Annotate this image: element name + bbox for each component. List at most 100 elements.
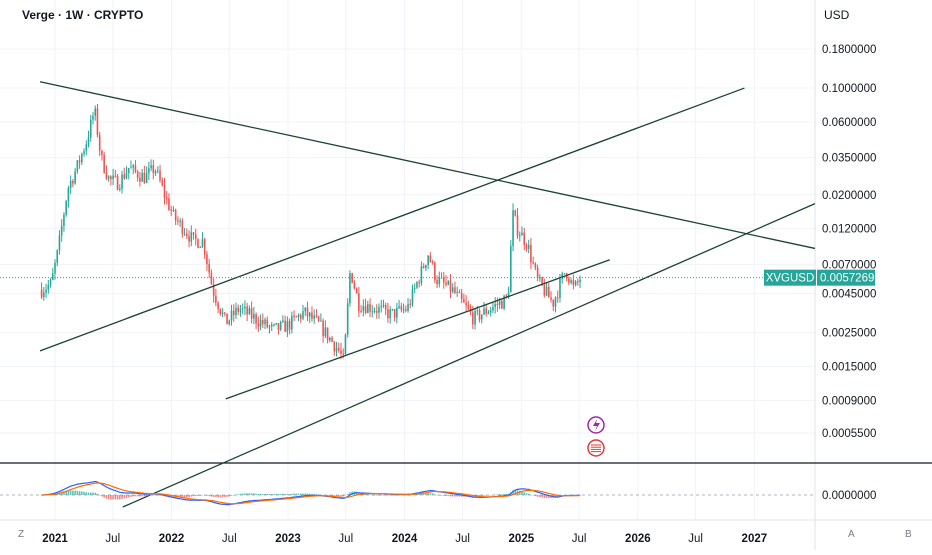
macd-histogram-bar — [67, 490, 70, 495]
macd-histogram-bar — [277, 494, 280, 495]
candle-body — [190, 232, 193, 242]
macd-histogram-bar — [447, 495, 450, 497]
candle-body — [574, 281, 577, 285]
macd-histogram-bar — [344, 495, 347, 496]
macd-histogram-bar — [72, 490, 74, 495]
macd-histogram-bar — [139, 495, 141, 497]
candle-body — [507, 292, 510, 297]
candle-body — [110, 176, 112, 180]
macd-histogram-bar — [304, 493, 307, 495]
candle-body — [331, 337, 333, 342]
candle-body — [181, 220, 184, 234]
macd-histogram-bar — [78, 491, 81, 495]
candle-body — [501, 300, 503, 309]
candle-body — [134, 165, 137, 172]
candle-body — [148, 168, 150, 174]
candle-body — [65, 201, 67, 215]
candle-body — [67, 188, 70, 202]
macd-histogram-bar — [391, 495, 394, 496]
macd-histogram-bar — [478, 495, 481, 497]
macd-histogram-bar — [514, 489, 517, 495]
candle-body — [226, 313, 228, 325]
macd-histogram-bar — [83, 491, 85, 495]
candle-body — [172, 209, 175, 211]
macd-histogram-bar — [349, 492, 351, 495]
candle-body — [208, 264, 210, 273]
macd-histogram-bar — [525, 493, 528, 495]
timezone-toggle[interactable]: Z — [18, 529, 25, 540]
macd-histogram-bar — [434, 494, 436, 495]
candle-body — [505, 295, 508, 297]
macd-histogram-bar — [556, 495, 559, 498]
candle-body — [436, 280, 438, 285]
candle-body — [152, 165, 155, 174]
candle-body — [306, 307, 309, 317]
macd-histogram-bar — [235, 494, 237, 496]
candle-body — [494, 303, 496, 307]
macd-histogram-bar — [317, 494, 320, 496]
macd-histogram-bar — [456, 495, 458, 497]
candle-body — [329, 337, 331, 341]
candle-body — [45, 289, 47, 293]
candle-body — [400, 306, 403, 310]
macd-histogram-bar — [503, 494, 505, 495]
candle-body — [297, 314, 300, 318]
macd-histogram-bar — [152, 495, 155, 496]
candle-body — [168, 198, 170, 210]
candle-body — [369, 304, 371, 312]
macd-histogram-bar — [226, 495, 228, 497]
candle-body — [465, 302, 467, 306]
macd-histogram-bar — [221, 495, 224, 498]
candle-body — [349, 273, 351, 304]
macd-histogram-bar — [170, 495, 172, 498]
macd-histogram-bar — [215, 495, 217, 498]
candle-body — [118, 188, 121, 190]
candle-body — [194, 234, 197, 240]
candle-body — [60, 225, 63, 236]
candle-body — [284, 320, 286, 332]
candle-body — [418, 282, 421, 284]
macd-histogram-bar — [270, 493, 273, 495]
macd-histogram-bar — [192, 495, 195, 497]
candle-body — [449, 280, 452, 292]
macd-histogram-bar — [373, 495, 376, 496]
macd-histogram-bar — [534, 495, 537, 497]
macd-histogram-bar — [224, 495, 226, 497]
candle-body — [487, 312, 490, 314]
candle-body — [170, 209, 172, 211]
macd-histogram-bar — [85, 492, 88, 495]
log-scale-button[interactable]: B — [905, 529, 912, 540]
macd-histogram-bar — [369, 494, 371, 496]
macd-histogram-bar — [501, 494, 503, 495]
y-tick-label: 0.0015000 — [822, 362, 876, 374]
macd-histogram-bar — [527, 493, 530, 495]
macd-histogram-bar — [407, 495, 409, 496]
last-price-tag: 0.0057269 — [820, 273, 874, 285]
candle-body — [192, 232, 195, 235]
candle-body — [525, 245, 528, 249]
macd-histogram-bar — [398, 495, 400, 496]
candle-body — [510, 245, 512, 293]
auto-scale-button[interactable]: A — [848, 529, 855, 540]
candle-body — [81, 153, 83, 163]
candle-body — [143, 172, 146, 183]
macd-histogram-bar — [400, 495, 403, 496]
candle-body — [552, 299, 555, 307]
macd-histogram-bar — [150, 495, 152, 496]
candle-body — [518, 235, 521, 237]
candle-body — [498, 300, 501, 305]
macd-histogram-bar — [431, 493, 434, 495]
candle-body — [302, 311, 304, 319]
macd-histogram-bar — [69, 490, 72, 495]
candle-body — [174, 209, 177, 221]
x-tick-label: 2025 — [509, 533, 535, 545]
candle-body — [114, 175, 117, 177]
macd-histogram-bar — [297, 493, 300, 495]
macd-histogram-bar — [179, 495, 181, 498]
candle-body — [78, 160, 81, 163]
candle-body — [239, 309, 242, 312]
candle-body — [404, 309, 407, 311]
candle-body — [387, 309, 389, 319]
